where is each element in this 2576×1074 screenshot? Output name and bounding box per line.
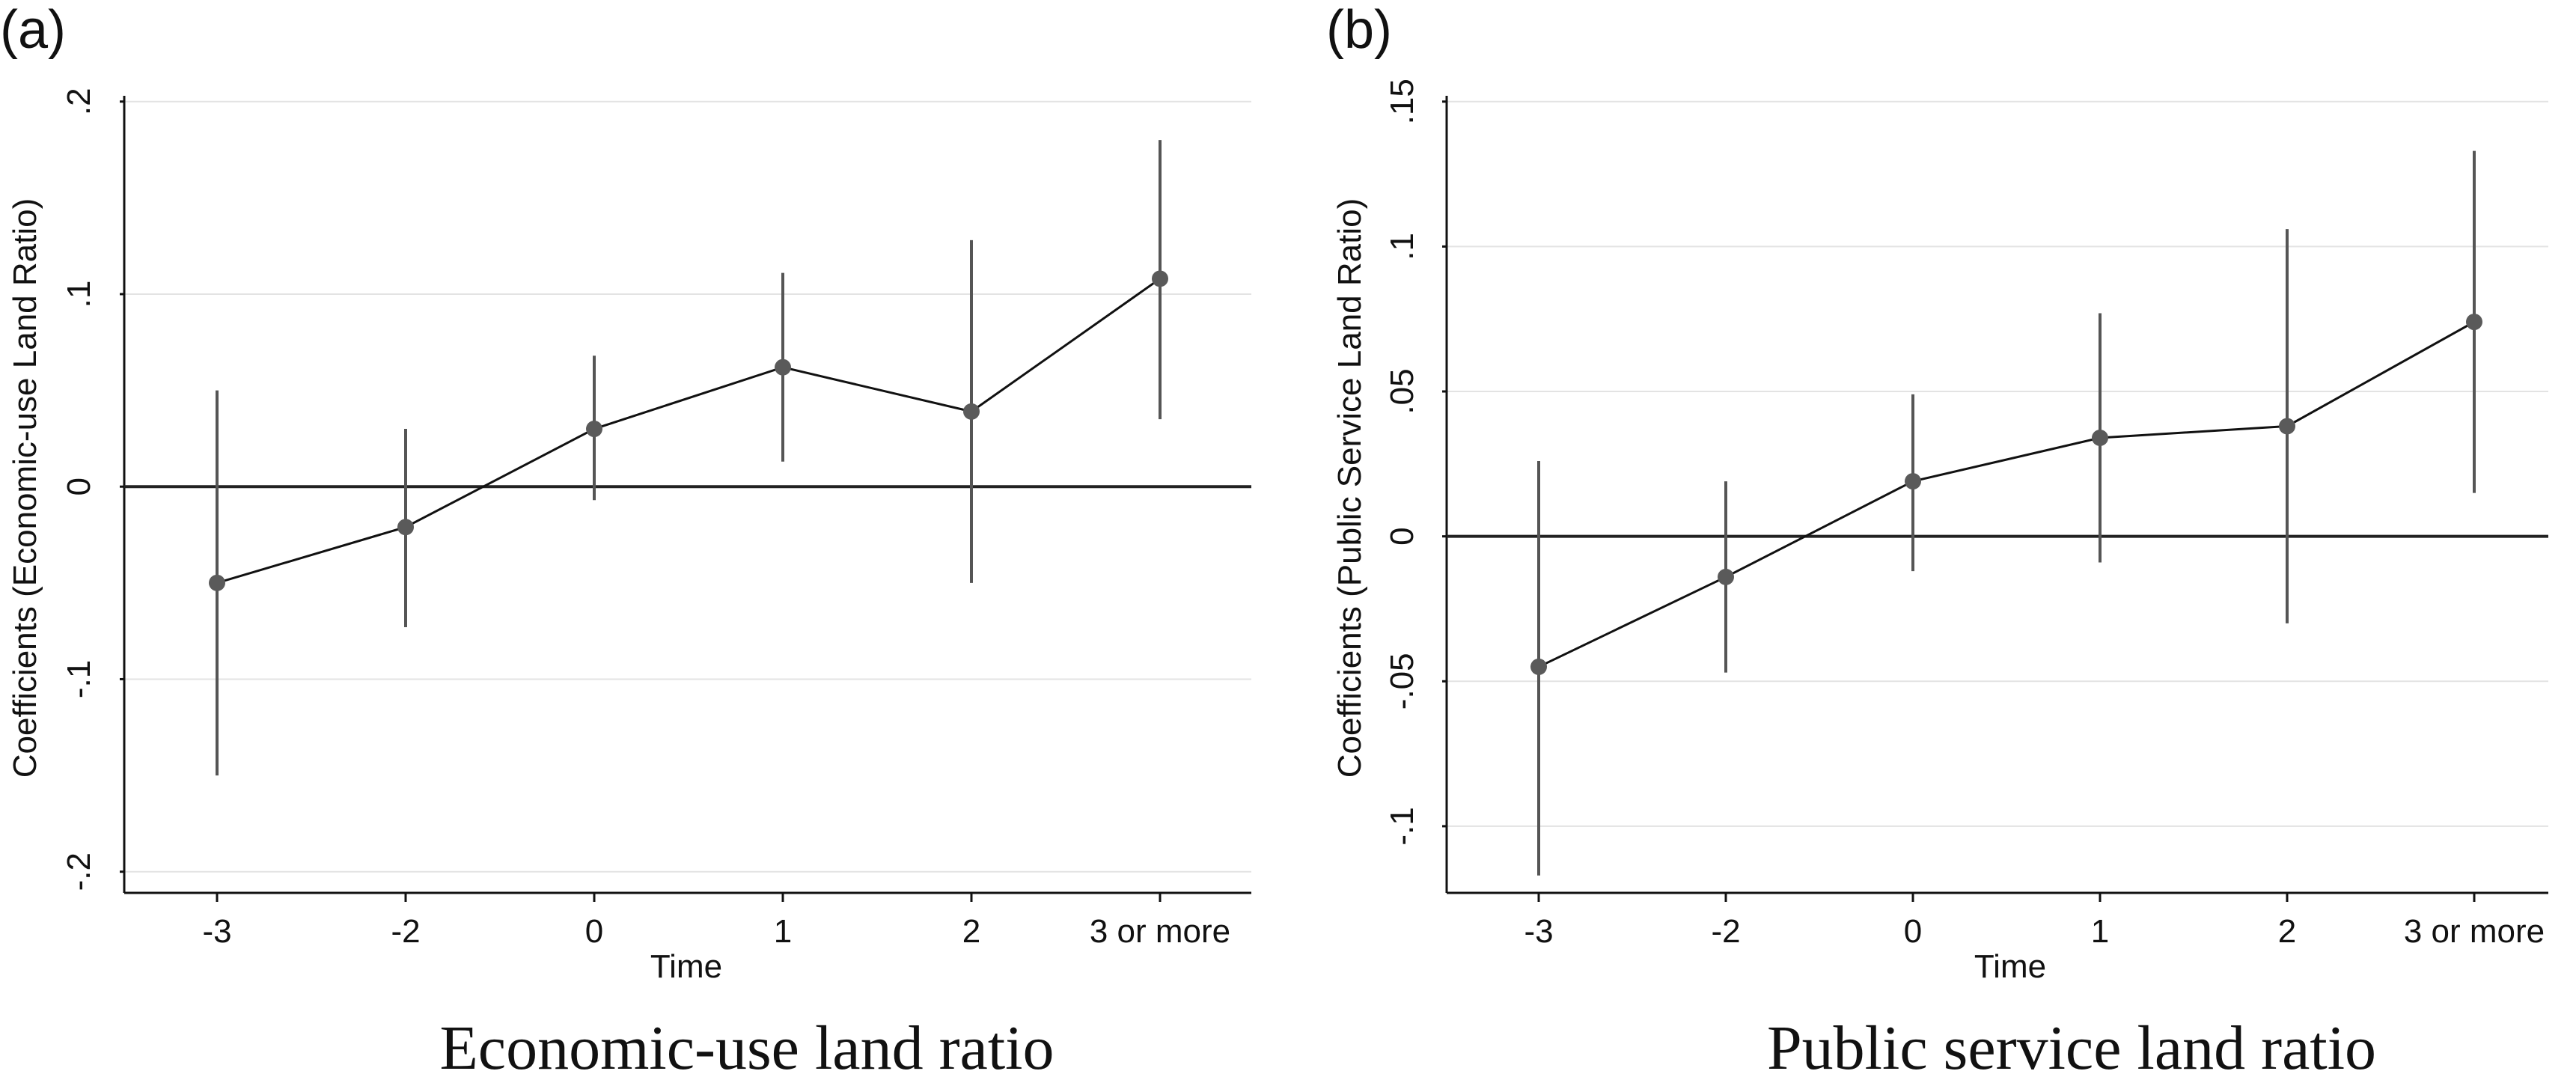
y-tick-label: .1 bbox=[61, 281, 97, 308]
data-point bbox=[775, 358, 791, 376]
panel-economic-use: (a) Coefficients (Economic-use Land Rati… bbox=[0, 0, 1251, 1074]
chart-caption: Economic-use land ratio bbox=[439, 1013, 1054, 1074]
y-tick-label: .15 bbox=[1384, 79, 1420, 124]
y-axis-title: Coefficients (Public Service Land Ratio) bbox=[1331, 198, 1368, 778]
y-tick-label: 0 bbox=[1384, 527, 1420, 545]
x-axis-title: Time bbox=[650, 948, 722, 985]
data-point bbox=[1905, 473, 1921, 490]
x-tick-label: 0 bbox=[585, 913, 603, 950]
data-point bbox=[2279, 418, 2295, 435]
y-tick-label: -.1 bbox=[1384, 807, 1420, 845]
panel-label: (a) bbox=[0, 0, 66, 60]
y-tick-label: .2 bbox=[61, 88, 97, 115]
y-tick-label: .05 bbox=[1384, 368, 1420, 414]
y-tick-label: -.2 bbox=[61, 852, 97, 891]
data-point bbox=[1530, 658, 1547, 675]
data-point bbox=[1152, 270, 1168, 287]
x-tick-label: -2 bbox=[391, 913, 420, 950]
x-tick-label: -2 bbox=[1711, 913, 1740, 950]
chart-caption: Public service land ratio bbox=[1767, 1013, 2376, 1074]
x-tick-label: -3 bbox=[202, 913, 231, 950]
data-point bbox=[397, 519, 414, 536]
data-point bbox=[586, 421, 602, 438]
y-tick-label: .1 bbox=[1384, 233, 1420, 260]
y-tick-label: -.1 bbox=[61, 660, 97, 698]
panel-public-service: (b) Coefficients (Public Service Land Ra… bbox=[1326, 0, 2548, 1074]
x-tick-label: -3 bbox=[1524, 913, 1553, 950]
data-point bbox=[963, 403, 980, 420]
x-tick-label: 1 bbox=[2091, 913, 2109, 950]
x-tick-label: 3 or more bbox=[1090, 913, 1230, 950]
y-axis-title: Coefficients (Economic-use Land Ratio) bbox=[7, 198, 43, 778]
data-point bbox=[2092, 429, 2108, 446]
x-tick-label: 2 bbox=[2278, 913, 2296, 950]
series-line bbox=[216, 278, 1161, 585]
x-tick-label: 2 bbox=[962, 913, 980, 950]
x-tick-label: 1 bbox=[774, 913, 792, 950]
y-tick-label: -.05 bbox=[1384, 653, 1420, 710]
x-tick-label: 0 bbox=[1904, 913, 1922, 950]
x-axis-title: Time bbox=[1974, 948, 2046, 985]
y-tick-label: 0 bbox=[61, 477, 97, 495]
series-line bbox=[1538, 320, 2475, 668]
data-point bbox=[209, 574, 225, 591]
data-point bbox=[1718, 568, 1734, 585]
data-point bbox=[2466, 314, 2482, 331]
x-tick-label: 3 or more bbox=[2404, 913, 2545, 950]
panel-label: (b) bbox=[1326, 0, 1392, 60]
